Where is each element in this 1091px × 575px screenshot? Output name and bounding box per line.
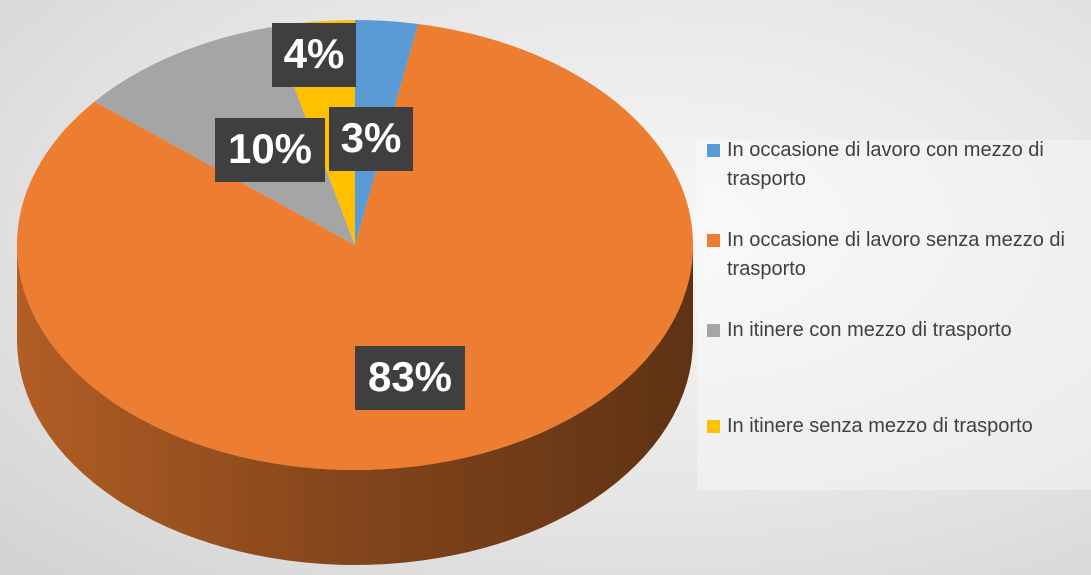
legend-label: In itinere senza mezzo di trasporto [727, 415, 1033, 437]
legend-entry: In itinere senza mezzo di trasporto [707, 412, 1091, 441]
legend-label: In itinere con mezzo di trasporto [727, 319, 1012, 341]
slice [17, 23, 693, 470]
data-label: 3% [341, 114, 402, 161]
data-label-box [272, 23, 356, 87]
side-shade [17, 245, 693, 565]
data-label: 10% [228, 125, 312, 172]
legend-label: In occasione di lavoro senza mezzo di tr… [727, 229, 1065, 280]
legend-label: In occasione di lavoro con mezzo di tras… [727, 139, 1044, 190]
data-label: 83% [368, 353, 452, 400]
data-label-box [355, 346, 465, 410]
legend: In occasione di lavoro con mezzo di tras… [697, 139, 1091, 490]
legend-swatch [707, 234, 720, 247]
legend-swatch [707, 144, 720, 157]
legend-entry: In occasione di lavoro con mezzo di tras… [707, 136, 1091, 194]
data-label-box [329, 107, 413, 171]
legend-entry: In itinere con mezzo di trasporto [707, 316, 1091, 345]
legend-swatch [707, 324, 720, 337]
legend-swatch [707, 420, 720, 433]
data-label-box [215, 118, 325, 182]
data-label: 4% [284, 30, 345, 77]
legend-entry: In occasione di lavoro senza mezzo di tr… [707, 226, 1091, 284]
